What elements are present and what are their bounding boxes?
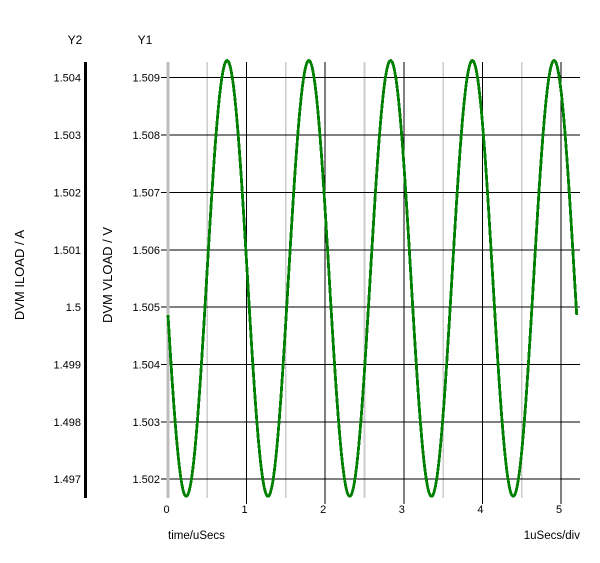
y1-tick-label: 1.508 (132, 130, 160, 142)
y1-tick-label: 1.504 (132, 359, 160, 371)
x-tick-label: 3 (399, 504, 405, 516)
x-tick-label: 0 (163, 504, 169, 516)
y1-tick-label: 1.503 (132, 417, 160, 429)
x-tick-label: 5 (556, 504, 562, 516)
y1-tick-label: 1.502 (132, 474, 160, 486)
y2-tick-label: 1.5 (66, 302, 81, 314)
y1-tick-label: 1.509 (132, 73, 160, 85)
y1-axis-header: Y1 (137, 33, 153, 47)
y2-tick-label: 1.502 (53, 187, 81, 199)
y2-tick-label: 1.499 (53, 359, 81, 371)
x-axis-title: time/uSecs (168, 530, 225, 542)
vload-waveform-trace[interactable] (166, 59, 579, 498)
y1-tick-label: 1.506 (132, 245, 160, 257)
y2-tick-label: 1.504 (53, 73, 81, 85)
y1-tick-label: 1.505 (132, 302, 160, 314)
y2-tick-label: 1.503 (53, 130, 81, 142)
x-tick-label: 4 (477, 504, 483, 516)
y2-axis-header: Y2 (67, 33, 83, 47)
y2-tick-label: 1.497 (53, 474, 81, 486)
x-tick-label: 2 (320, 504, 326, 516)
y2-tick-label: 1.501 (53, 245, 81, 257)
x-tick-label: 1 (242, 504, 248, 516)
y1-tick-label: 1.507 (132, 187, 160, 199)
x-scale-per-div-label: 1uSecs/div (523, 530, 580, 542)
y2-tick-label: 1.498 (53, 417, 81, 429)
